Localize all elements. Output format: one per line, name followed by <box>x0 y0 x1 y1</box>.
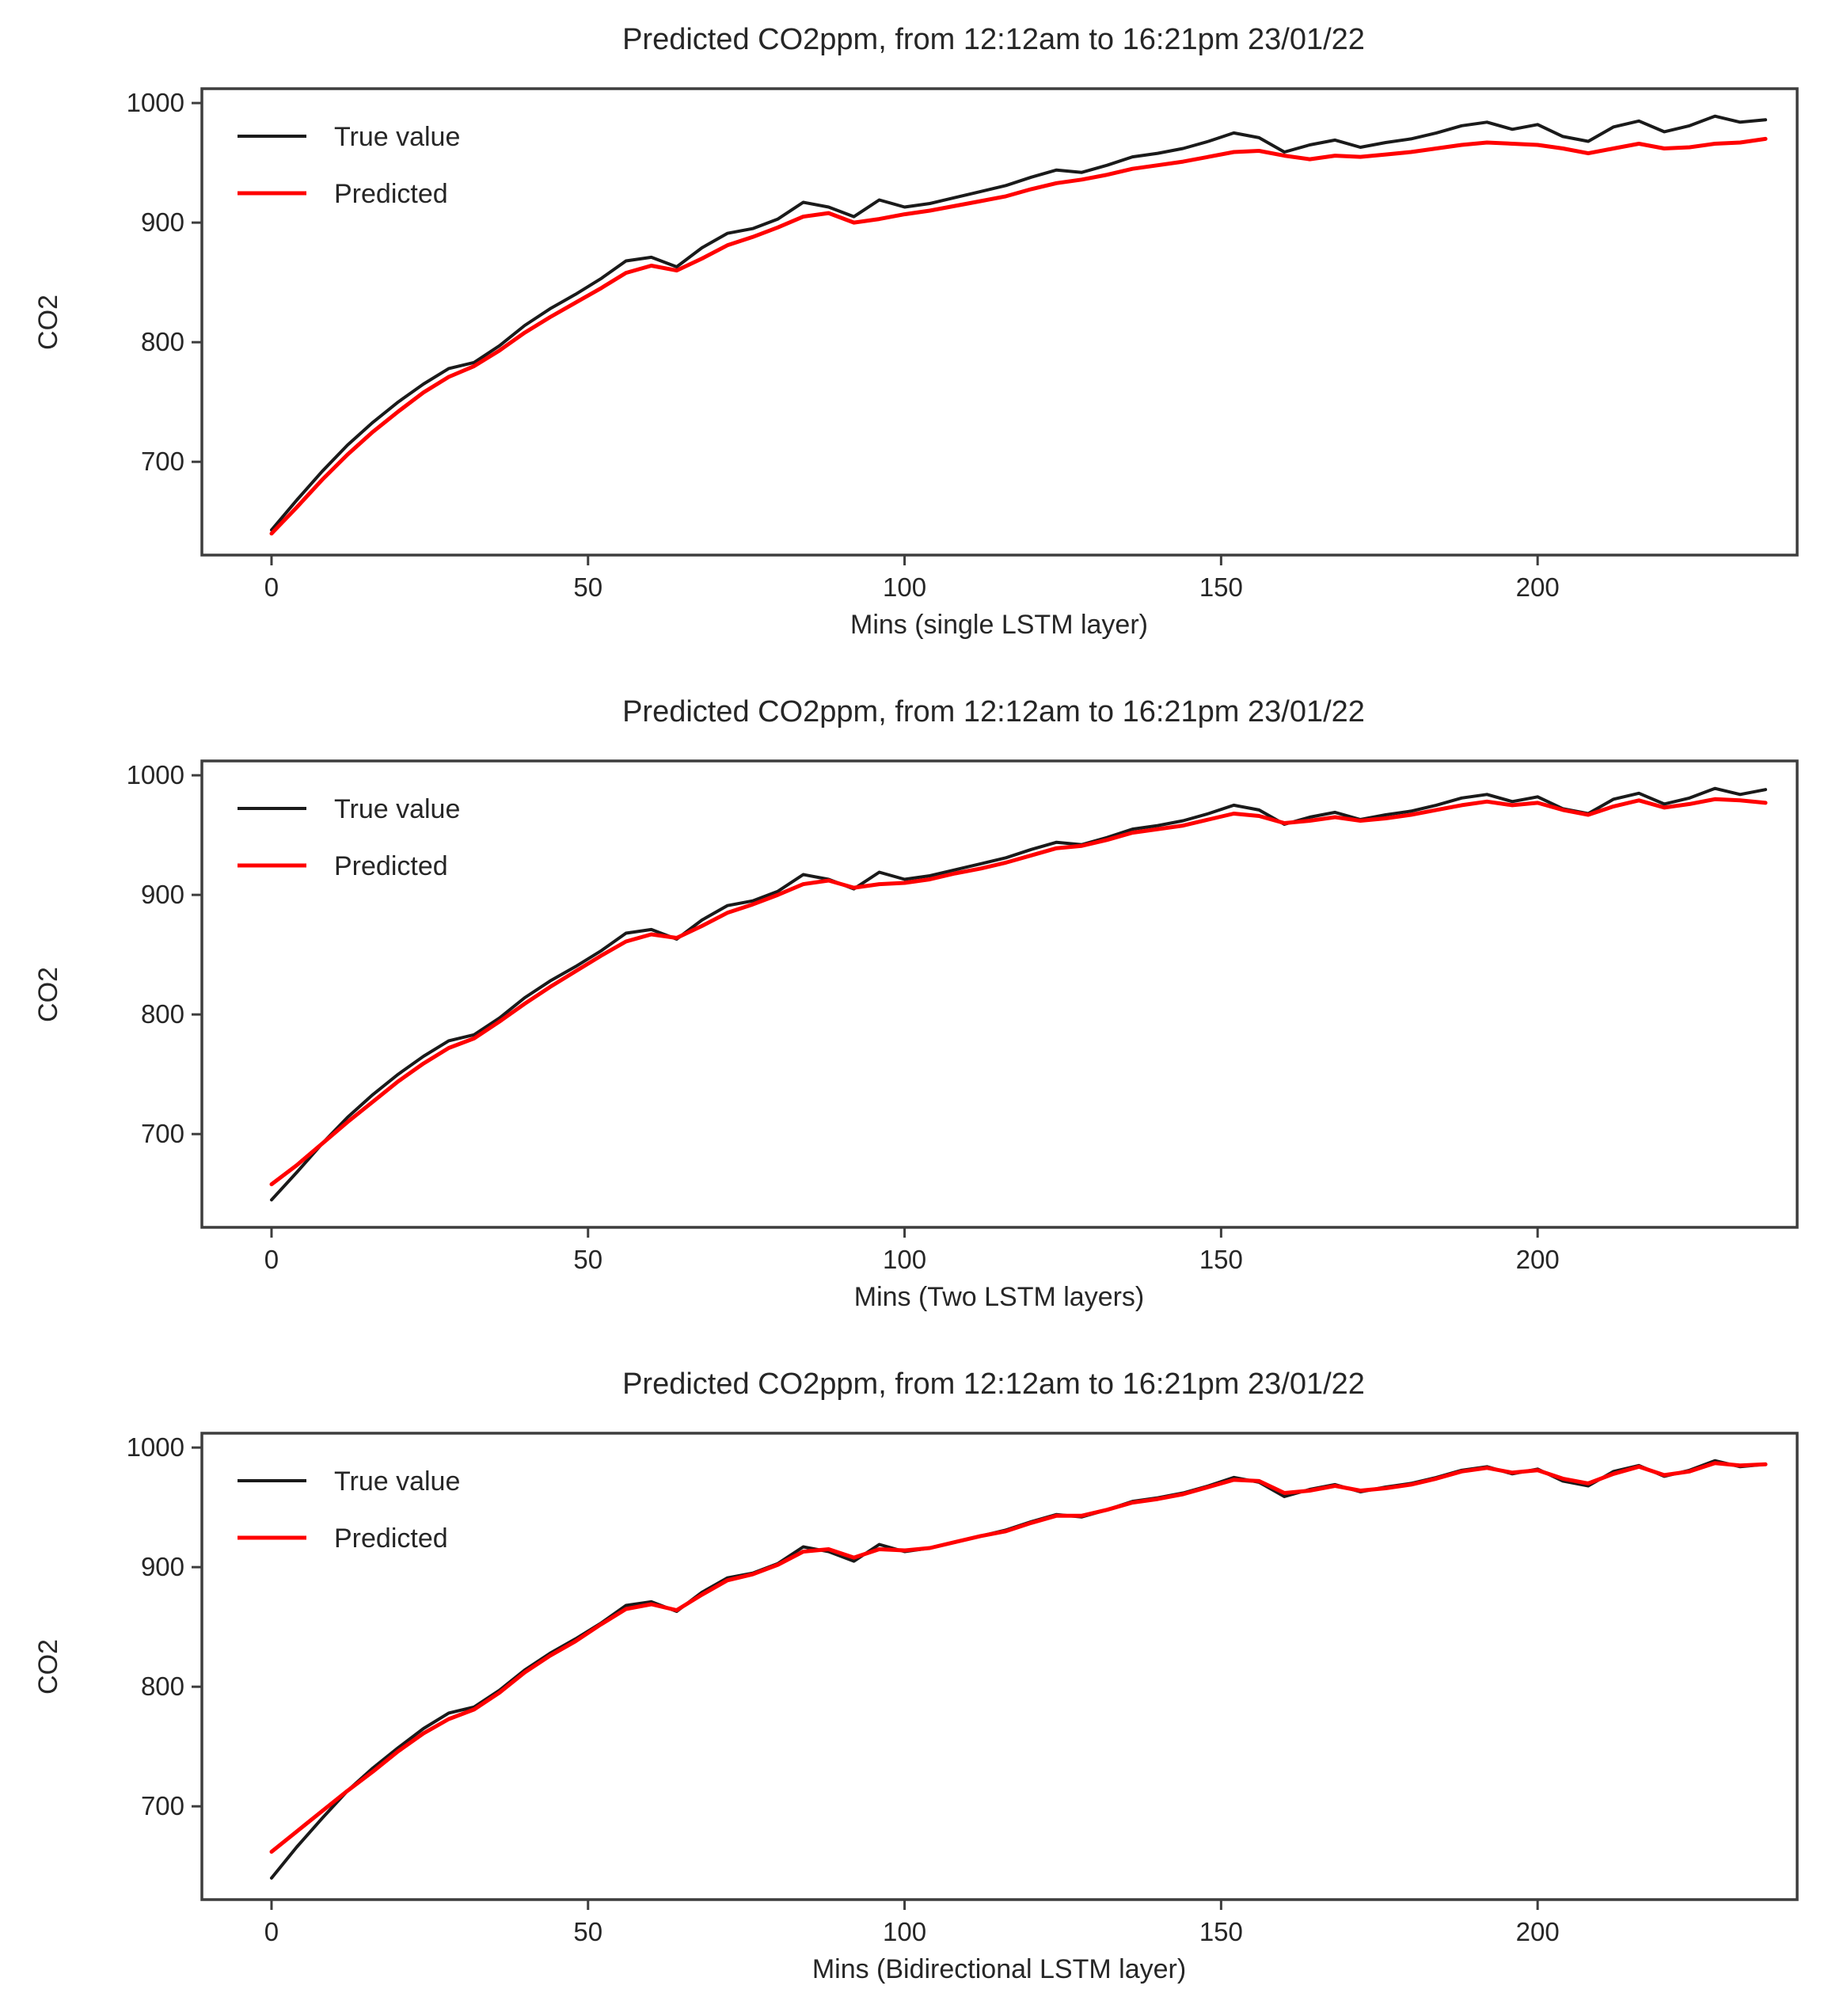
x-tick-label: 0 <box>264 1917 279 1946</box>
x-tick-label: 150 <box>1199 1245 1243 1274</box>
y-tick-label: 700 <box>141 1119 184 1148</box>
x-axis-label: Mins (single LSTM layer) <box>850 610 1148 640</box>
x-axis-label: Mins (Two LSTM layers) <box>854 1282 1145 1312</box>
x-tick-label: 200 <box>1516 1917 1560 1946</box>
series-line-predicted <box>269 797 1768 1187</box>
series-line-true-value <box>270 114 1767 532</box>
y-tick-label: 700 <box>141 1791 184 1820</box>
legend-label-true-value: True value <box>334 122 460 152</box>
y-axis-label: CO2 <box>33 967 63 1022</box>
chart-title: Predicted CO2ppm, from 12:12am to 16:21p… <box>622 695 1365 728</box>
plot-area: 0 50 100 150 200 700 800 900 1000 True value Predi… <box>127 759 1799 1274</box>
chart-title: Predicted CO2ppm, from 12:12am to 16:21p… <box>622 23 1365 56</box>
y-tick-label: 1000 <box>127 760 184 789</box>
x-tick-label: 50 <box>573 1245 602 1274</box>
plot-area: 0 50 100 150 200 700 800 900 1000 True value Predi… <box>127 87 1799 602</box>
chart-title: Predicted CO2ppm, from 12:12am to 16:21p… <box>622 1367 1365 1401</box>
legend-label-predicted: Predicted <box>334 179 448 209</box>
y-axis-label: CO2 <box>33 295 63 350</box>
x-tick-label: 0 <box>264 1245 279 1274</box>
x-tick-label: 50 <box>573 572 602 602</box>
y-axis-label: CO2 <box>33 1639 63 1695</box>
plot-frame <box>200 1432 1799 1901</box>
legend-label-predicted: Predicted <box>334 851 448 881</box>
legend-label-true-value: True value <box>334 1466 460 1497</box>
x-tick-label: 100 <box>883 572 926 602</box>
chart-canvas-two-lstm: Predicted CO2ppm, from 12:12am to 16:21p… <box>33 695 1799 1312</box>
y-tick-label: 900 <box>141 1552 184 1581</box>
y-tick-label: 800 <box>141 327 184 356</box>
x-tick-label: 100 <box>883 1245 926 1274</box>
legend-label-true-value: True value <box>334 794 460 824</box>
y-tick-label: 800 <box>141 999 184 1029</box>
series-line-predicted <box>269 1461 1768 1854</box>
series-line-true-value <box>270 786 1767 1202</box>
x-tick-label: 0 <box>264 572 279 602</box>
x-tick-label: 150 <box>1199 572 1243 602</box>
y-tick-label: 700 <box>141 447 184 476</box>
plot-area: 0 50 100 150 200 700 800 900 1000 True value Predi… <box>127 1432 1799 1946</box>
series-line-predicted <box>269 136 1768 536</box>
chart-canvas-bidirectional-lstm: Predicted CO2ppm, from 12:12am to 16:21p… <box>33 1367 1799 1984</box>
chart-two-lstm: Predicted CO2ppm, from 12:12am to 16:21p… <box>0 672 1832 1344</box>
y-tick-label: 1000 <box>127 88 184 117</box>
y-tick-label: 900 <box>141 880 184 909</box>
y-tick-label: 900 <box>141 207 184 237</box>
x-tick-label: 200 <box>1516 1245 1560 1274</box>
y-tick-label: 1000 <box>127 1432 184 1462</box>
x-tick-label: 150 <box>1199 1917 1243 1946</box>
chart-single-lstm: Predicted CO2ppm, from 12:12am to 16:21p… <box>0 0 1832 671</box>
chart-canvas-single-lstm: Predicted CO2ppm, from 12:12am to 16:21p… <box>33 23 1799 640</box>
plot-frame <box>200 87 1799 557</box>
x-axis-label: Mins (Bidirectional LSTM layer) <box>812 1954 1186 1984</box>
series-line-true-value <box>270 1459 1767 1880</box>
chart-bidirectional-lstm: Predicted CO2ppm, from 12:12am to 16:21p… <box>0 1345 1832 2016</box>
x-tick-label: 100 <box>883 1917 926 1946</box>
legend-label-predicted: Predicted <box>334 1523 448 1554</box>
y-tick-label: 800 <box>141 1672 184 1701</box>
x-tick-label: 50 <box>573 1917 602 1946</box>
plot-frame <box>200 759 1799 1229</box>
x-tick-label: 200 <box>1516 572 1560 602</box>
